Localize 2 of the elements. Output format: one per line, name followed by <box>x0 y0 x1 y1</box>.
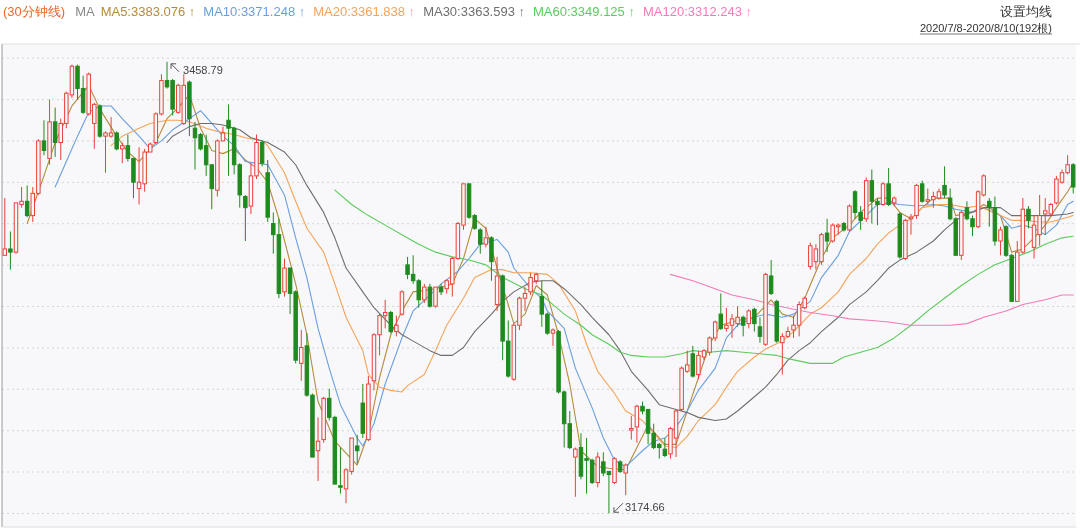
title: (30分钟线) <box>3 4 66 19</box>
legend-title: MA <box>75 4 95 19</box>
